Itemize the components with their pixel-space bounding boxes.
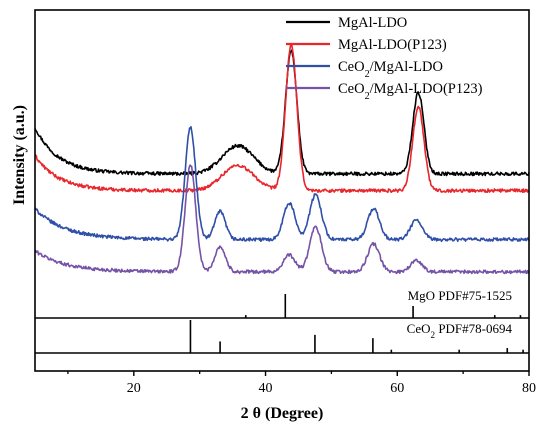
reference-label: MgO PDF#75-1525 (408, 288, 512, 303)
series-line-2 (34, 44, 530, 194)
pattern-area (34, 44, 530, 275)
series-line-4 (34, 164, 530, 275)
legend: MgAl-LDO MgAl-LDO(P123) CeO2/MgAl-LDOCeO2/… (286, 15, 483, 102)
x-axis-title: 2 θ (Degree) (241, 405, 324, 422)
legend-label: CeO2/MgAl-LDO (338, 59, 443, 80)
x-tick-label: 40 (259, 381, 273, 396)
legend-label: MgAl-LDO(P123) (338, 37, 447, 53)
series-line-3 (34, 125, 530, 243)
reference-area: MgO PDF#75-1525 CeO2 PDF#78-0694 (189, 288, 524, 353)
legend-label: CeO2/MgAl-LDO(P123) (338, 81, 483, 102)
axes: 20 40 60 80 (34, 9, 536, 396)
x-tick-label: 80 (522, 381, 536, 396)
x-tick-label: 20 (127, 381, 141, 396)
series-line-1 (34, 49, 530, 177)
reference-label: CeO2 PDF#78-0694 (407, 321, 513, 340)
legend-label: MgAl-LDO (338, 15, 407, 31)
y-axis-title: Intensity (a.u.) (11, 105, 28, 205)
x-tick-label: 60 (390, 381, 404, 396)
plot-frame (34, 9, 530, 372)
